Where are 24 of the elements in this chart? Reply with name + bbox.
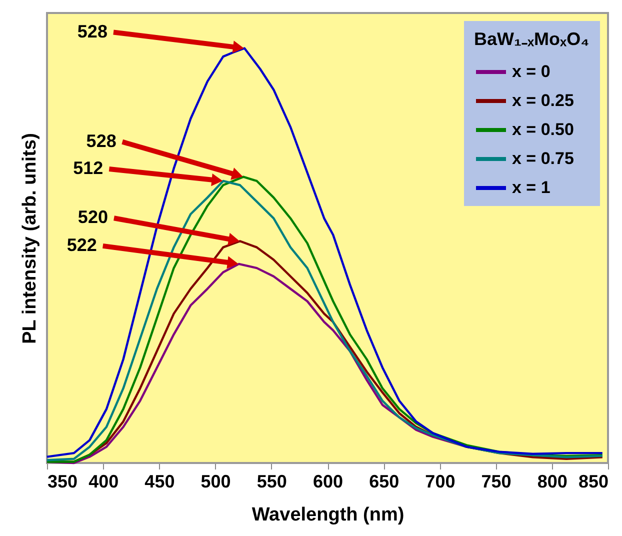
annotation: 520 xyxy=(78,207,108,228)
x-tick-label: 550 xyxy=(256,472,287,492)
annotation: 528 xyxy=(77,21,108,42)
x-tick-label: 500 xyxy=(200,472,231,492)
legend-label: x = 0.50 xyxy=(512,120,574,139)
x-tick-label: 450 xyxy=(144,472,175,492)
x-tick-label: 650 xyxy=(369,472,400,492)
x-tick-label: 750 xyxy=(481,472,512,492)
y-axis-title: PL intensity (arb. units) xyxy=(20,133,40,344)
legend-label: x = 0 xyxy=(512,62,550,81)
annotation: 512 xyxy=(73,158,104,178)
legend-label: x = 1 xyxy=(512,178,550,197)
x-tick-label: 800 xyxy=(537,472,568,492)
x-tick-label: 700 xyxy=(425,472,456,492)
legend-title: BaW₁₋ₓMoₓO₄ xyxy=(474,29,590,49)
x-tick-label: 850 xyxy=(578,472,608,492)
annotation: 522 xyxy=(66,234,97,255)
x-tick-label: 400 xyxy=(88,472,119,492)
x-axis-title: Wavelength (nm) xyxy=(252,504,404,526)
x-tick-label: 600 xyxy=(312,472,344,492)
legend-label: x = 0.75 xyxy=(512,149,574,168)
legend-label: x = 0.25 xyxy=(512,91,574,110)
x-tick-label: 350 xyxy=(48,472,78,492)
annotation: 528 xyxy=(86,130,116,151)
